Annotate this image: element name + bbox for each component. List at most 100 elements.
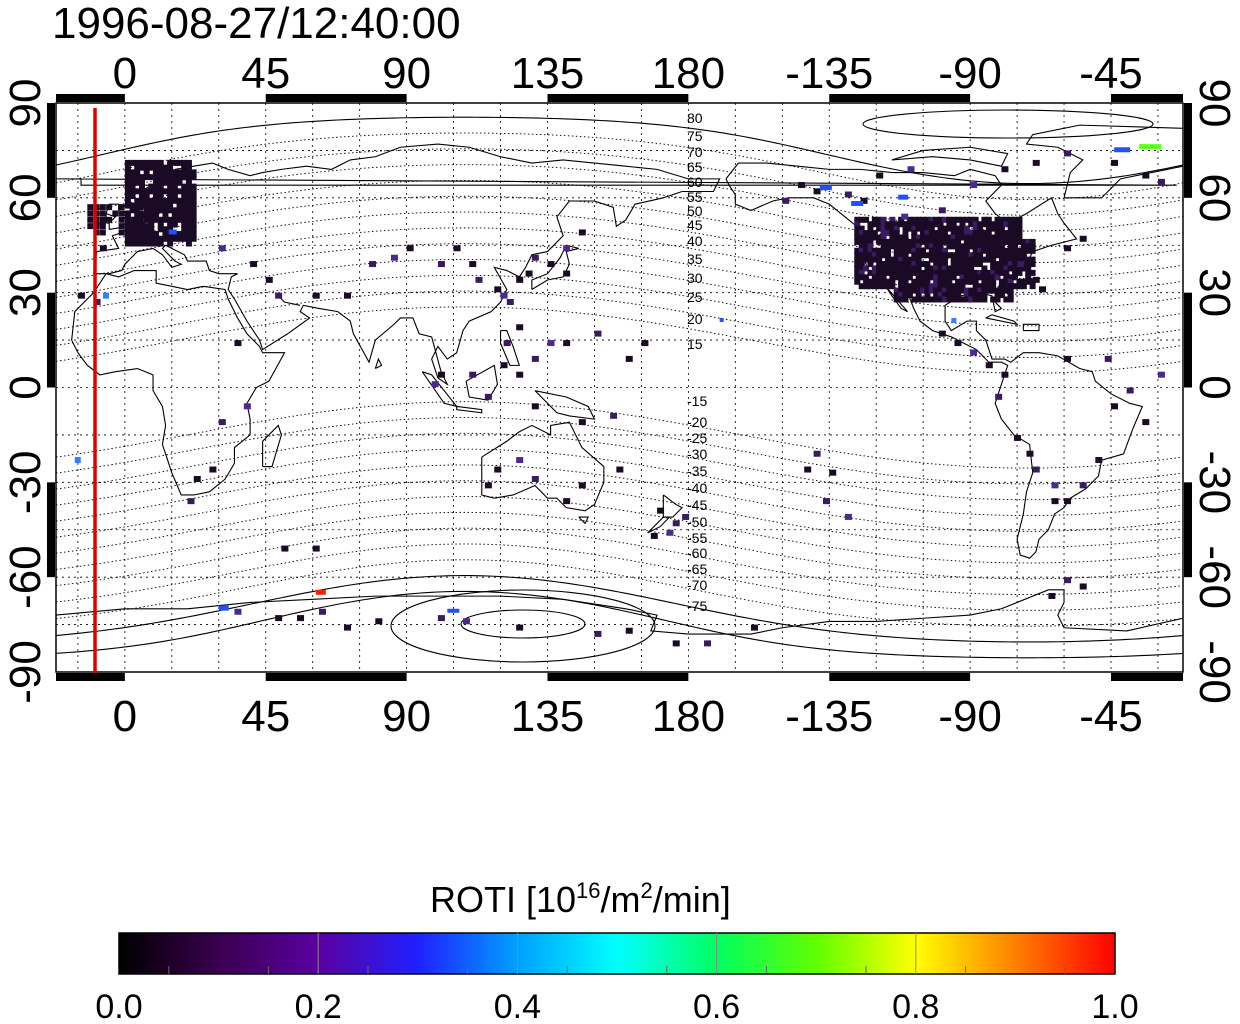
roti-cell: [829, 470, 836, 476]
lon-tick-top: -45: [1079, 49, 1143, 98]
lat-tick-left: 0: [1, 375, 50, 399]
lat-tick-left: 30: [1, 268, 50, 317]
roti-cell: [704, 640, 711, 646]
roti-cell: [1026, 451, 1033, 457]
roti-cell: [563, 271, 570, 277]
roti-cell: [87, 217, 93, 223]
roti-cell: [234, 340, 241, 346]
roti-cell: [87, 223, 93, 229]
roti-cell: [594, 331, 601, 337]
magnetic-lat-label: -65: [687, 561, 707, 577]
roti-cell: [494, 286, 501, 292]
lat-tick-left: -30: [1, 451, 50, 515]
roti-cell: [1052, 482, 1059, 488]
roti-cell: [191, 174, 197, 180]
roti-cell: [1008, 296, 1014, 302]
roti-cell: [1105, 356, 1112, 362]
roti-cell: [1114, 147, 1130, 152]
roti-cell: [1111, 403, 1118, 409]
roti-cell: [106, 204, 112, 210]
roti-cell: [954, 340, 961, 346]
roti-cell: [939, 207, 946, 213]
roti-cell: [297, 615, 304, 621]
lon-tick-bottom: 180: [652, 692, 725, 741]
roti-cell: [1030, 248, 1036, 254]
roti-cell: [579, 229, 586, 235]
roti-cell: [814, 188, 821, 194]
lat-tick-right: -90: [1190, 640, 1239, 704]
roti-cell: [100, 223, 106, 229]
roti-cell: [798, 182, 805, 188]
roti-cell: [516, 372, 523, 378]
roti-cell: [1048, 593, 1055, 599]
roti-cell: [313, 293, 320, 299]
roti-cell: [485, 394, 492, 400]
lat-tick-left: 60: [1, 173, 50, 222]
roti-cell: [191, 236, 197, 242]
roti-cell: [438, 372, 445, 378]
roti-cell: [673, 520, 680, 526]
roti-cell: [1127, 388, 1134, 394]
roti-cell: [219, 606, 229, 611]
magnetic-lat-label: 65: [687, 159, 703, 175]
lon-tick-bottom: 45: [241, 692, 290, 741]
roti-cell: [119, 217, 125, 223]
roti-cell: [898, 195, 908, 200]
longitude-axis-bottom: 0 45 90 135 180 -135 -90 -45: [113, 692, 1143, 741]
roti-cell: [106, 217, 112, 223]
roti-cell: [475, 277, 482, 283]
roti-cell: [720, 318, 724, 322]
roti-cell: [651, 533, 658, 539]
roti-cell: [666, 530, 673, 536]
roti-cell: [78, 293, 85, 299]
roti-cell: [1017, 261, 1024, 267]
lon-tick-bottom: 0: [113, 692, 137, 741]
roti-cell: [616, 467, 623, 473]
roti-cell: [1064, 245, 1071, 251]
roti-cell: [532, 356, 539, 362]
magnetic-lat-label: -35: [687, 463, 707, 479]
roti-cell: [119, 223, 125, 229]
roti-cell: [119, 204, 125, 210]
roti-cell: [1001, 372, 1008, 378]
roti-cell: [144, 229, 150, 235]
roti-cell: [137, 204, 143, 210]
lon-tick-top: 0: [113, 49, 137, 98]
roti-cell: [103, 293, 109, 299]
lon-tick-bottom: -90: [938, 692, 1002, 741]
lat-tick-right: -60: [1190, 545, 1239, 609]
roti-cell: [344, 625, 351, 631]
roti-cell: [981, 296, 987, 302]
roti-cell: [234, 609, 241, 615]
roti-cell: [504, 340, 511, 346]
roti-cell: [1039, 286, 1046, 292]
roti-cell: [579, 419, 586, 425]
roti-cell: [532, 255, 539, 261]
roti-cell: [454, 245, 461, 251]
roti-cell: [901, 214, 908, 220]
roti-cell: [169, 229, 177, 234]
lat-tick-right: 0: [1190, 375, 1239, 399]
colorbar-tick-label: 0.4: [494, 988, 541, 1024]
frame-bar-bottom: [547, 673, 688, 681]
roti-cell: [563, 498, 570, 504]
roti-cell: [1158, 372, 1165, 378]
roti-cell: [194, 476, 201, 482]
lat-tick-left: -60: [1, 545, 50, 609]
roti-cell: [626, 628, 633, 634]
lon-tick-top: 45: [241, 49, 290, 98]
roti-cell: [876, 173, 883, 179]
lon-tick-bottom: -45: [1079, 692, 1143, 741]
latitude-axis-left: 9060300-30-60-90: [1, 79, 50, 704]
latitude-axis-right: 9060300-30-60-90: [1190, 79, 1239, 704]
lat-tick-right: 30: [1190, 268, 1239, 317]
roti-cell: [369, 261, 376, 267]
roti-cell: [751, 625, 758, 631]
roti-cell: [1033, 467, 1040, 473]
roti-cell: [313, 546, 320, 552]
roti-cell: [845, 192, 852, 198]
roti-cell: [579, 482, 586, 488]
roti-cell: [100, 229, 106, 235]
roti-cell: [547, 261, 554, 267]
roti-cell: [1142, 173, 1149, 179]
